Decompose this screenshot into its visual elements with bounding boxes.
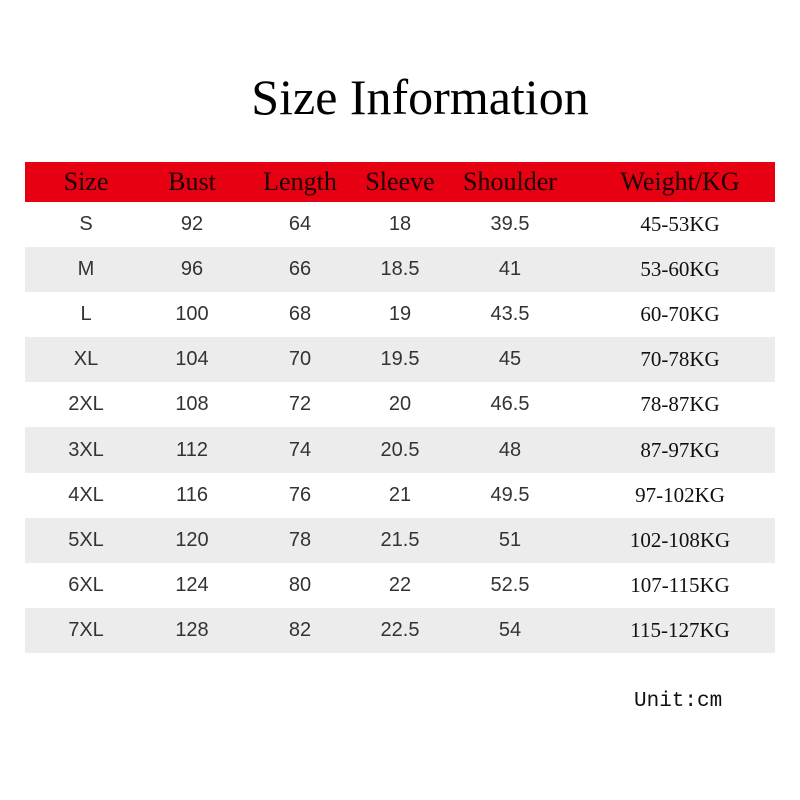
table-cell: 51 — [498, 528, 522, 551]
table-cell: 120 — [175, 528, 209, 551]
table-cell: 4XL — [68, 483, 104, 506]
table-cell: 116 — [176, 483, 208, 506]
size-table: Size Bust Length Sleeve Shoulder Weight/KG S 9… — [25, 162, 775, 653]
table-cell: 64 — [288, 213, 312, 236]
table-cell: 5XL — [68, 528, 104, 551]
table-cell: 74 — [288, 438, 312, 461]
table-cell: 100 — [175, 303, 209, 326]
table-cell: 124 — [175, 573, 209, 596]
table-cell: XL — [73, 348, 99, 371]
table-cell: 70 — [288, 348, 312, 371]
table-cell: 39.5 — [490, 213, 530, 236]
table-row: XL 104 70 19.5 45 70-78KG — [25, 337, 775, 383]
table-cell: 19 — [388, 303, 412, 326]
table-cell: 96 — [180, 258, 204, 281]
table-cell: 22 — [388, 573, 412, 596]
table-cell: 80 — [288, 573, 312, 596]
table-cell: 66 — [288, 258, 312, 281]
table-row: 2XL 108 72 20 46.5 78-87KG — [25, 382, 775, 427]
table-row: 4XL 116 76 21 49.5 97-102KG — [25, 473, 775, 518]
table-cell: 20 — [388, 393, 412, 416]
table-cell: 18 — [388, 213, 412, 236]
table-cell: 20.5 — [380, 438, 420, 461]
table-row: L 100 68 19 43.5 60-70KG — [25, 292, 775, 337]
column-header: Sleeve — [365, 167, 435, 196]
table-row: 7XL 128 82 22.5 54 115-127KG — [25, 607, 775, 653]
table-cell: 22.5 — [380, 618, 420, 641]
column-header: Length — [263, 167, 337, 196]
table-cell: 115-127KG — [630, 617, 730, 642]
table-cell: M — [77, 258, 95, 281]
table-cell: 49.5 — [490, 483, 530, 506]
table-cell: 78-87KG — [640, 392, 720, 417]
table-cell: 7XL — [68, 618, 104, 641]
table-header-row: Size Bust Length Sleeve Shoulder Weight/KG — [25, 162, 775, 202]
table-cell: 19.5 — [380, 348, 420, 371]
column-header: Shoulder — [463, 167, 557, 196]
table-cell: 70-78KG — [640, 347, 720, 372]
table-cell: 68 — [288, 303, 312, 326]
table-cell: 52.5 — [490, 573, 530, 596]
table-row: 3XL 112 74 20.5 48 87-97KG — [25, 427, 775, 473]
table-cell: L — [80, 303, 92, 326]
table-cell: 21 — [388, 483, 412, 506]
table-row: S 92 64 18 39.5 45-53KG — [25, 202, 775, 247]
unit-label: Unit:cm — [634, 690, 723, 713]
table-cell: 54 — [498, 618, 522, 641]
table-cell: 60-70KG — [640, 302, 720, 327]
table-cell: 3XL — [68, 438, 104, 461]
table-cell: 43.5 — [490, 303, 530, 326]
table-row: 6XL 124 80 22 52.5 107-115KG — [25, 563, 775, 608]
page-title: Size Information — [251, 69, 589, 125]
table-cell: 45-53KG — [640, 212, 720, 237]
table-cell: 6XL — [68, 573, 104, 596]
table-cell: 21.5 — [380, 528, 420, 551]
table-cell: 72 — [288, 393, 312, 416]
table-cell: 92 — [180, 213, 204, 236]
table-cell: 76 — [288, 483, 312, 506]
table-cell: 41 — [498, 258, 522, 281]
table-cell: 18.5 — [380, 258, 420, 281]
table-cell: 107-115KG — [630, 572, 730, 597]
table-cell: 112 — [176, 438, 208, 461]
table-row: M 96 66 18.5 41 53-60KG — [25, 247, 775, 293]
table-cell: 2XL — [68, 393, 104, 416]
table-cell: 108 — [175, 393, 209, 416]
table-cell: 45 — [498, 348, 522, 371]
table-cell: 87-97KG — [640, 437, 720, 462]
table-cell: 128 — [175, 618, 209, 641]
table-cell: 46.5 — [490, 393, 530, 416]
table-cell: 104 — [175, 348, 209, 371]
table-row: 5XL 120 78 21.5 51 102-108KG — [25, 517, 775, 563]
table-cell: 78 — [288, 528, 312, 551]
table-cell: S — [79, 213, 93, 236]
table-cell: 82 — [288, 618, 312, 641]
column-header: Bust — [168, 167, 216, 196]
table-cell: 48 — [498, 438, 522, 461]
table-cell: 102-108KG — [629, 527, 731, 552]
table-cell: 53-60KG — [640, 257, 720, 282]
column-header: Weight/KG — [620, 167, 740, 196]
table-cell: 97-102KG — [635, 482, 725, 507]
column-header: Size — [63, 167, 109, 196]
